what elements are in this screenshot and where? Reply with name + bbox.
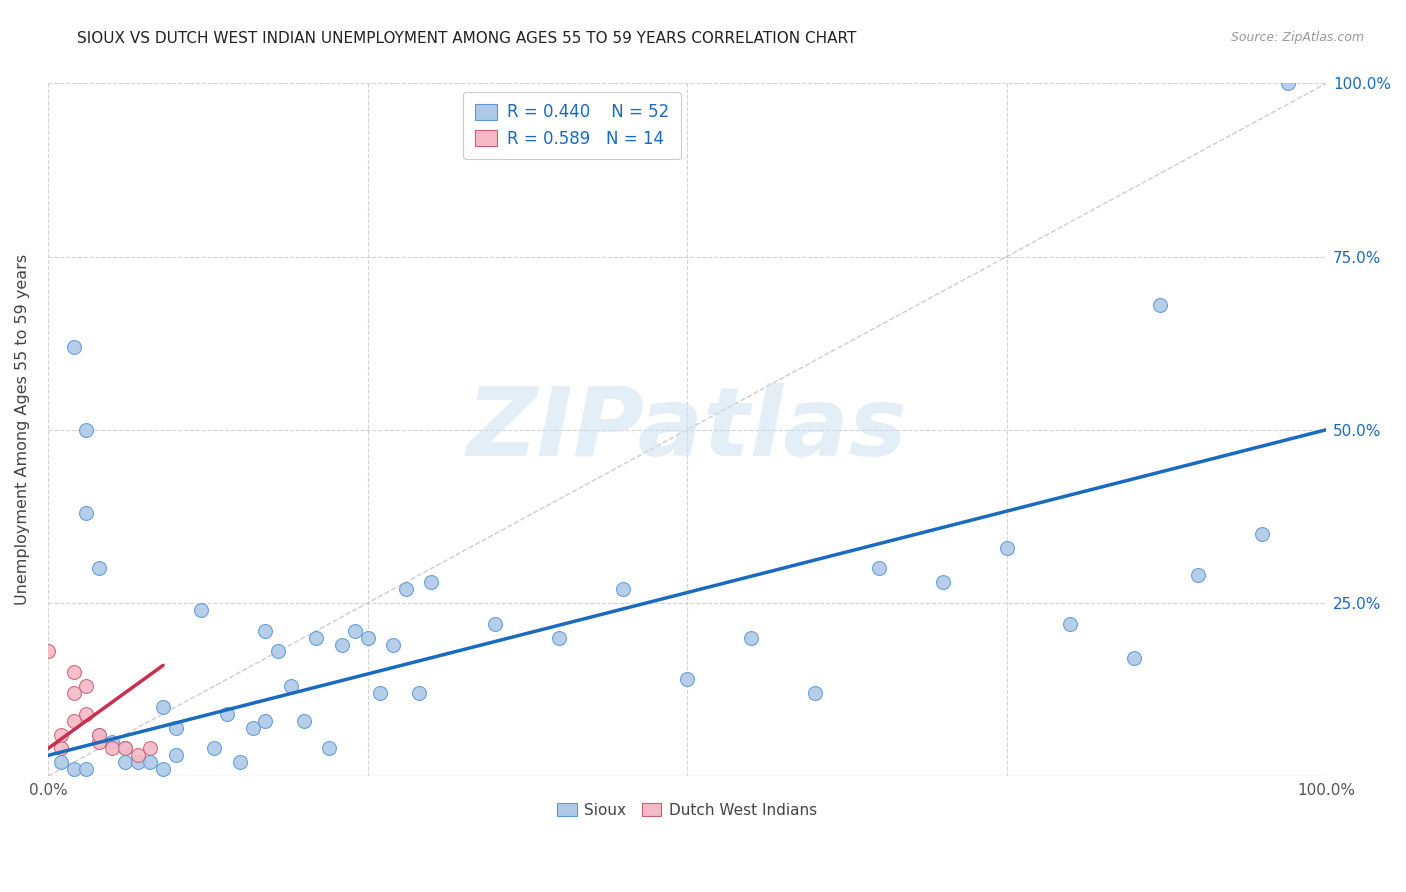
Point <box>1149 298 1171 312</box>
Text: Source: ZipAtlas.com: Source: ZipAtlas.com <box>1230 31 1364 45</box>
Point <box>676 672 699 686</box>
Point <box>62 714 84 728</box>
Point <box>548 631 571 645</box>
Point <box>408 686 430 700</box>
Point <box>215 706 238 721</box>
Point <box>804 686 827 700</box>
Point <box>101 741 124 756</box>
Point <box>931 575 953 590</box>
Point <box>229 756 252 770</box>
Point <box>292 714 315 728</box>
Point <box>242 721 264 735</box>
Point <box>62 665 84 680</box>
Point <box>356 631 378 645</box>
Point <box>152 762 174 776</box>
Point <box>152 699 174 714</box>
Point <box>305 631 328 645</box>
Point <box>75 706 97 721</box>
Point <box>89 728 111 742</box>
Point <box>330 638 353 652</box>
Point <box>190 603 212 617</box>
Point <box>254 624 277 638</box>
Point <box>37 644 59 658</box>
Point <box>868 561 890 575</box>
Point <box>484 616 506 631</box>
Point <box>89 734 111 748</box>
Point <box>114 756 136 770</box>
Text: SIOUX VS DUTCH WEST INDIAN UNEMPLOYMENT AMONG AGES 55 TO 59 YEARS CORRELATION CH: SIOUX VS DUTCH WEST INDIAN UNEMPLOYMENT … <box>77 31 856 46</box>
Point <box>89 561 111 575</box>
Point <box>995 541 1018 555</box>
Point <box>1059 616 1081 631</box>
Point <box>75 762 97 776</box>
Text: ZIPatlas: ZIPatlas <box>467 384 907 476</box>
Point <box>49 741 72 756</box>
Point <box>318 741 340 756</box>
Point <box>114 741 136 756</box>
Point <box>89 728 111 742</box>
Point <box>1277 77 1299 91</box>
Point <box>280 679 302 693</box>
Point <box>382 638 405 652</box>
Point <box>254 714 277 728</box>
Point <box>127 748 149 763</box>
Point <box>343 624 366 638</box>
Point <box>62 340 84 354</box>
Point <box>49 756 72 770</box>
Point <box>75 423 97 437</box>
Point <box>1123 651 1146 665</box>
Point <box>740 631 762 645</box>
Point <box>62 762 84 776</box>
Point <box>1251 526 1274 541</box>
Point <box>62 686 84 700</box>
Point <box>101 734 124 748</box>
Point <box>139 756 162 770</box>
Point <box>114 741 136 756</box>
Point <box>127 756 149 770</box>
Point <box>49 728 72 742</box>
Point <box>139 741 162 756</box>
Point <box>75 506 97 520</box>
Legend: Sioux, Dutch West Indians: Sioux, Dutch West Indians <box>551 797 824 824</box>
Point <box>420 575 443 590</box>
Point <box>75 679 97 693</box>
Point <box>165 748 187 763</box>
Point <box>612 582 634 596</box>
Point <box>165 721 187 735</box>
Point <box>202 741 225 756</box>
Point <box>1187 568 1209 582</box>
Point <box>370 686 392 700</box>
Point <box>395 582 418 596</box>
Point <box>267 644 290 658</box>
Y-axis label: Unemployment Among Ages 55 to 59 years: Unemployment Among Ages 55 to 59 years <box>15 254 30 606</box>
